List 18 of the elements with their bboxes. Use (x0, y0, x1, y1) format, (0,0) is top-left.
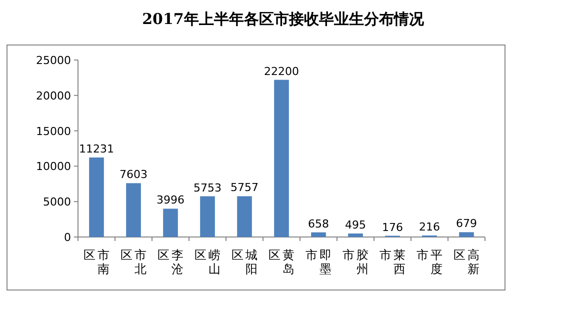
data-label: 11231 (79, 142, 114, 156)
y-tick-label: 10000 (36, 160, 71, 174)
title: 2017年上半年各区市接收毕业生分布情况 (142, 10, 424, 28)
y-tick-label: 0 (64, 231, 71, 244)
data-label: 176 (382, 220, 403, 234)
data-label: 22200 (264, 64, 299, 78)
data-label: 5757 (230, 181, 258, 194)
y-tick-label: 25000 (36, 54, 71, 67)
data-label: 679 (456, 217, 477, 230)
data-label: 658 (308, 217, 329, 230)
data-label: 495 (345, 218, 366, 232)
data-label: 5753 (194, 181, 222, 194)
y-tick-label: 20000 (36, 89, 71, 102)
y-tick-label: 5000 (43, 196, 71, 209)
data-label: 7603 (120, 168, 148, 182)
data-label: 216 (419, 220, 440, 234)
data-label: 3996 (156, 194, 184, 207)
y-tick-label: 15000 (36, 124, 71, 138)
